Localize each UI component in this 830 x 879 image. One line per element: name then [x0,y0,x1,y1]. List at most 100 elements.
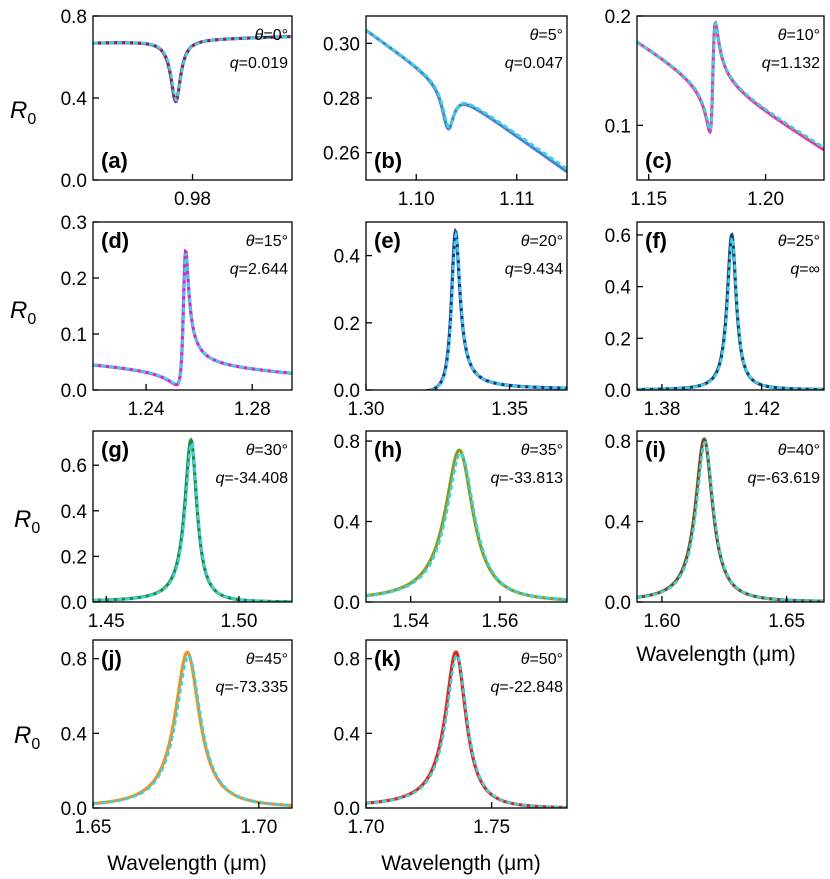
theta-annotation: θ=10° [778,27,820,44]
y-tick-label: 0.4 [334,724,361,745]
x-tick-label: 1.70 [348,817,385,838]
panel-label: (i) [645,437,666,462]
series-group [637,20,824,152]
y-tick-label: 0.8 [61,650,87,671]
xlabel-panel-i: Wavelength (μm) [636,643,796,666]
q-annotation: q=2.644 [230,261,288,278]
y-tick-label: 0.2 [605,329,631,350]
y-tick-label: 0.0 [61,593,87,614]
plot-frame [365,430,568,603]
theta-annotation: θ=40° [778,442,820,459]
ylabel-row-2: R0 [10,297,36,328]
y-tick-label: 0.0 [605,593,631,614]
q-annotation: q=0.019 [230,55,288,72]
series-group [93,437,292,602]
panel-label: (f) [645,228,667,253]
y-tick-label: 0.1 [61,325,87,346]
ylabel-row-1: R0 [10,97,36,128]
panel-a: 0.0 0.4 0.8 0.98 (a) θ=0° q=0.019 [61,7,293,210]
series-group [366,650,567,808]
panel-label: (h) [374,437,402,462]
plot-frame [365,639,568,809]
xlabel-panel-j: Wavelength (μm) [107,852,267,875]
panel-label: (k) [374,646,401,671]
ylabel-row-3: R0 [14,506,40,537]
y-tick-label: 0.6 [605,226,631,247]
y-tick-label: 0.2 [605,7,631,28]
panels: 0.0 0.4 0.8 0.98 (a) θ=0° q=0.019 0.26 0.28 0.30 1… [61,7,825,838]
x-tick-label: 1.54 [392,611,429,632]
q-annotation: q=9.434 [505,261,563,278]
series-group [637,437,824,602]
y-tick-label: 0.0 [334,799,360,820]
q-annotation: q=-33.813 [490,470,563,487]
panel-c: 0.1 0.2 1.15 1.20 (c) θ=10° q=1.132 [605,7,825,210]
theta-annotation: θ=30° [246,442,288,459]
y-tick-label: 0.8 [334,432,360,453]
panel-label: (e) [374,228,401,253]
fit-series-line [366,29,567,171]
fit-series-line [93,440,292,602]
plot-frame [365,221,568,391]
measured-series-line [637,437,824,602]
y-tick-label: 0.4 [61,502,88,523]
measured-series-line [93,650,292,808]
y-tick-label: 0.4 [334,247,361,268]
panel-k: 0.0 0.4 0.8 1.70 1.75 (k) θ=50° q=-22.848 [334,639,568,838]
series-group [637,232,824,390]
y-tick-label: 0.3 [61,213,87,234]
plot-frame [92,639,293,809]
theta-annotation: θ=20° [521,233,563,250]
theta-annotation: θ=25° [778,233,820,250]
x-tick-label: 1.28 [234,399,271,420]
series-group [366,28,567,174]
x-tick-label: 1.24 [128,399,165,420]
y-tick-label: 0.4 [605,278,632,299]
q-annotation: q=-34.408 [215,470,288,487]
panel-i: 0.0 0.4 0.8 1.60 1.65 (i) θ=40° q=-63.619 [605,430,825,632]
series-group [93,34,292,104]
plot-frame [92,430,293,603]
plot-frame [92,221,293,391]
fit-series-line [366,230,567,390]
q-annotation: q=0.047 [505,55,563,72]
y-tick-label: 0.4 [605,513,632,534]
y-tick-label: 0.26 [323,144,360,165]
theta-annotation: θ=50° [521,651,563,668]
fit-series-line [366,653,567,808]
panel-d: 0.0 0.1 0.2 0.3 1.24 1.28 (d) θ=15° q=2.644 [61,213,293,420]
panel-f: 0.0 0.2 0.4 0.6 1.38 1.42 (f) θ=25° q=∞ [605,221,825,420]
y-tick-label: 0.28 [323,89,360,110]
x-tick-label: 1.45 [88,611,125,632]
y-tick-label: 0.0 [605,381,631,402]
x-tick-label: 1.70 [240,817,277,838]
y-tick-label: 0.0 [61,799,87,820]
q-annotation: q=-73.335 [215,679,288,696]
q-annotation: q=-63.619 [747,470,820,487]
panel-g: 0.0 0.2 0.4 0.6 1.45 1.50 (g) θ=30° q=-34.408 [61,430,293,632]
y-tick-label: 0.4 [61,724,88,745]
fit-series-line [93,253,292,386]
plot-frame [636,221,825,391]
x-tick-label: 1.65 [768,611,805,632]
y-tick-label: 0.2 [61,547,87,568]
panel-h: 0.0 0.4 0.8 1.54 1.56 (h) θ=35° q=-33.813 [334,430,568,632]
y-tick-label: 0.2 [61,269,87,290]
x-tick-label: 1.56 [482,611,519,632]
x-tick-label: 1.35 [491,399,528,420]
y-tick-label: 0.0 [334,593,360,614]
series-group [366,448,567,602]
x-tick-label: 1.10 [398,189,435,210]
q-annotation: q=1.132 [762,55,820,72]
fit-series-line [93,35,292,102]
y-tick-label: 0.0 [61,171,87,192]
y-tick-label: 0.8 [61,7,87,28]
series-group [366,227,567,390]
y-tick-label: 0.4 [334,513,361,534]
panel-label: (j) [101,646,122,671]
series-group [93,650,292,808]
y-tick-label: 0.0 [334,381,360,402]
fit-series-line [93,654,292,807]
fit-series-line [637,20,824,149]
